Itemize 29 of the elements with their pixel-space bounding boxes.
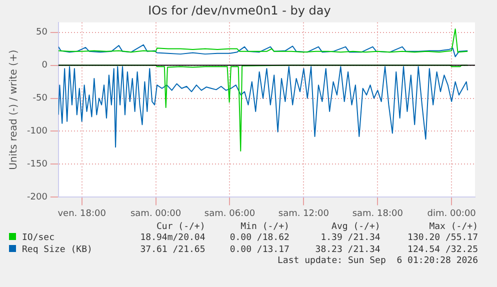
x-tick-label: sam. 18:00: [352, 208, 404, 219]
chart-title: IOs for /dev/nvme0n1 - by day: [148, 3, 331, 18]
text: 38.23 /21.34: [314, 244, 380, 256]
text: Min (-/+): [240, 222, 290, 232]
x-tick-label: sam. 06:00: [204, 208, 256, 219]
text: 1.39 /21.34: [320, 232, 380, 244]
text: 18.94m/20.04: [139, 232, 206, 244]
y-tick-label: 0: [42, 60, 48, 71]
text: 37.61 /21.65: [139, 244, 206, 256]
x-tick-label: sam. 12:00: [278, 208, 330, 219]
y-tick-label: -200: [26, 192, 48, 203]
text: Last update: Sun Sep 6 01:20:28 2026: [276, 256, 478, 266]
y-tick-label: -50: [32, 94, 48, 104]
legend-label: IO/sec: [22, 233, 55, 243]
x-tick-label: sam. 00:00: [130, 208, 182, 219]
legend-label: Req Size (KB): [22, 245, 92, 255]
text: 124.54 /32.25: [406, 244, 478, 256]
text: 0.00 /13.17: [228, 244, 290, 256]
text: Max (-/+): [428, 222, 478, 232]
text: Avg (-/+): [330, 222, 380, 232]
text: 130.20 /55.17: [406, 232, 478, 244]
x-tick-label: ven. 18:00: [58, 208, 106, 219]
y-tick-label: -150: [26, 160, 48, 170]
y-axis-title: Units read (-) / write (+): [8, 50, 20, 170]
x-tick-label: dim. 00:00: [427, 208, 476, 219]
y-tick-label: -100: [26, 126, 48, 137]
text: 0.00 /18.62: [228, 232, 290, 244]
y-tick-label: 50: [36, 28, 48, 38]
text: Cur (-/+): [155, 222, 206, 232]
